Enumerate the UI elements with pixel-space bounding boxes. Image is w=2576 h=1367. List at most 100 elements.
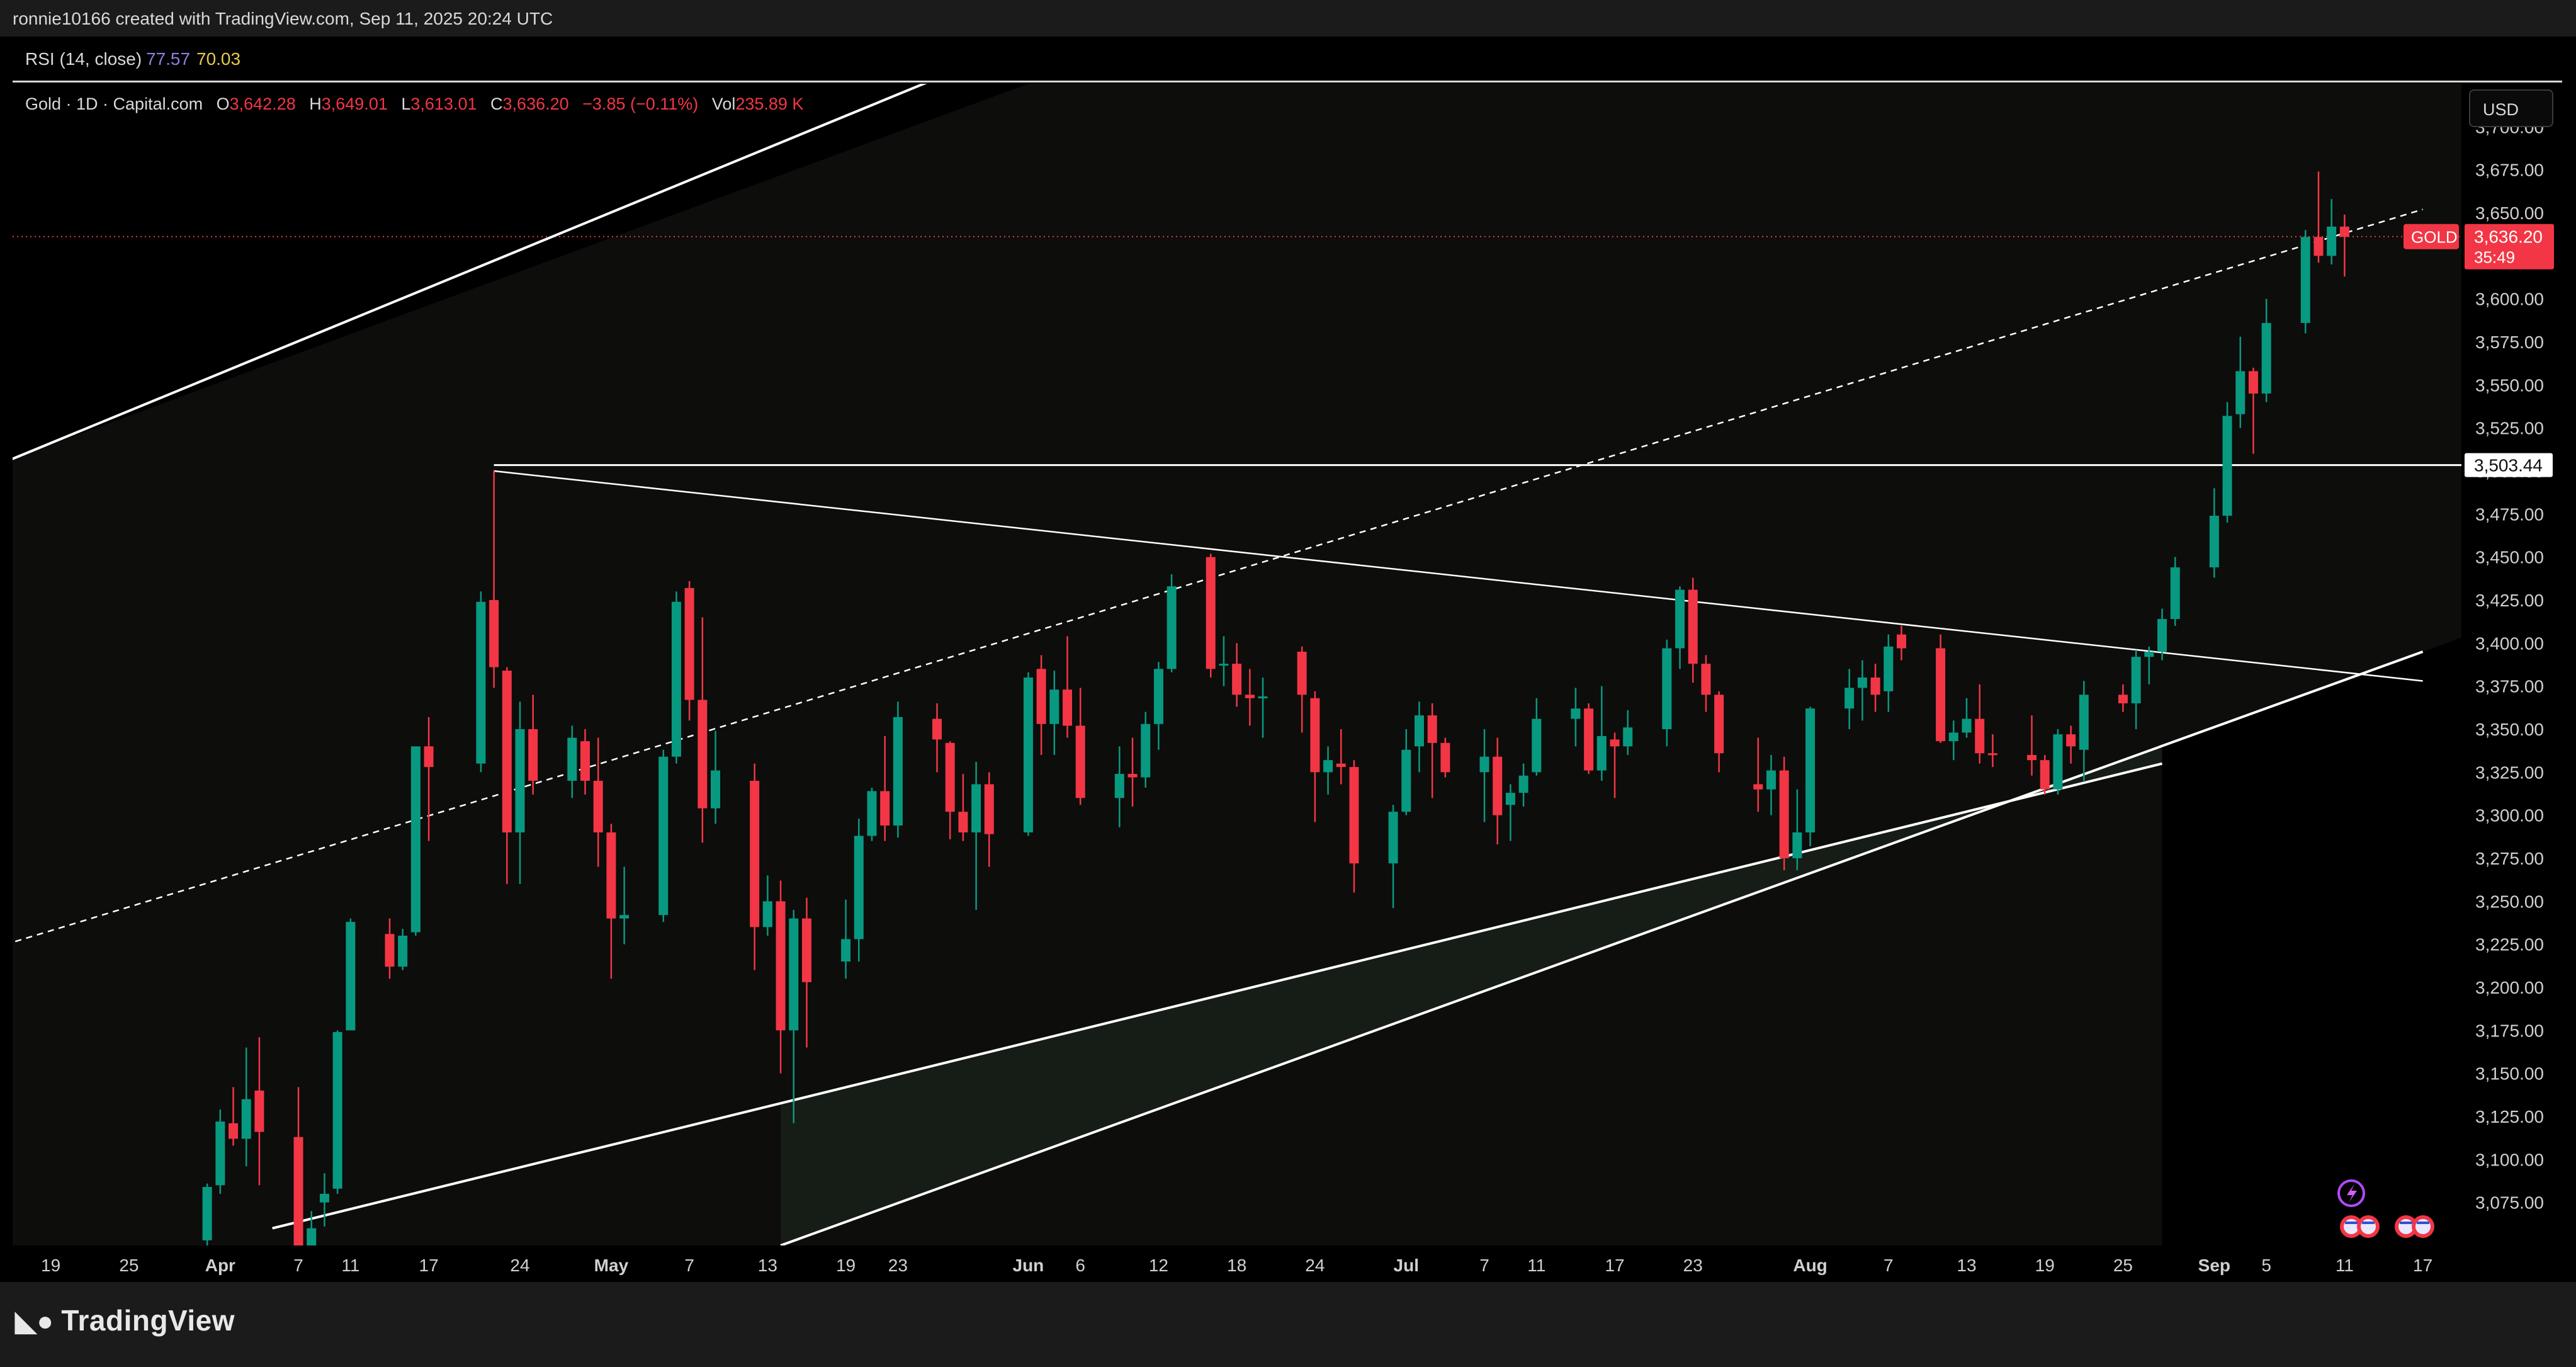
candle	[1936, 634, 1946, 743]
price-tick-label: 3,350.00	[2475, 720, 2544, 739]
open-label: O	[216, 94, 230, 113]
candle-body	[241, 1099, 251, 1139]
candle	[1427, 703, 1437, 798]
price-tick-label: 3,425.00	[2475, 591, 2544, 610]
us-flag-event-icon[interactable]	[2340, 1215, 2380, 1238]
candle-body	[202, 1187, 212, 1240]
candle	[801, 897, 811, 1048]
symbol-tag: GOLD	[2411, 228, 2458, 247]
channel-shading-lower	[2162, 637, 2461, 1245]
candle	[1141, 712, 1151, 788]
candle	[1584, 703, 1594, 774]
candle-body	[410, 746, 421, 933]
candle-body	[2157, 619, 2167, 652]
candle-body	[762, 901, 772, 927]
candle-body	[1479, 756, 1489, 773]
candle	[1493, 737, 1503, 845]
change-value: −3.85 (−0.11%)	[582, 94, 699, 113]
us-flag-event-icon[interactable]	[2395, 1215, 2434, 1238]
candle-body	[1427, 715, 1437, 743]
drawing-tools[interactable]	[0, 41, 2461, 1245]
candle	[1753, 737, 1763, 812]
time-tick-label: 12	[1149, 1256, 1168, 1275]
brand-name: TradingView	[61, 1304, 235, 1337]
candle-body	[332, 1032, 342, 1189]
currency-selector[interactable]: USD	[2469, 89, 2553, 127]
close-label: C	[490, 94, 503, 113]
tradingview-brand[interactable]: ◣● TradingView	[15, 1303, 235, 1337]
candle-body	[1232, 664, 1242, 695]
candle	[867, 787, 877, 841]
candle	[1063, 636, 1073, 738]
time-tick-label: 24	[510, 1256, 529, 1275]
candle	[854, 819, 864, 961]
candle	[1844, 669, 1855, 729]
lightning-event-icon[interactable]	[2337, 1179, 2365, 1207]
candle-body	[1766, 770, 1776, 790]
candle-body	[346, 922, 356, 1031]
candle	[202, 1183, 212, 1245]
candle	[489, 471, 499, 688]
candle	[619, 866, 630, 944]
candle-body	[2209, 516, 2219, 568]
candle-body	[2118, 695, 2128, 703]
price-tick-label: 3,550.00	[2475, 375, 2544, 395]
pane-separator[interactable]	[13, 81, 2562, 82]
price-axis[interactable]: 3,075.00 3,100.00 3,125.00 3,150.00 3,175.00…	[2404, 84, 2576, 1245]
price-chart[interactable]: 3,075.00 3,100.00 3,125.00 3,150.00 3,175.00…	[0, 0, 2576, 1285]
candle-body	[1753, 784, 1763, 790]
time-tick-label: 17	[2413, 1256, 2432, 1275]
candle	[398, 929, 408, 970]
candle	[684, 581, 694, 721]
time-tick-label: 13	[758, 1256, 777, 1275]
candle-body	[1401, 749, 1411, 812]
candle	[319, 1173, 329, 1227]
candle-body	[893, 717, 903, 826]
candle	[1987, 734, 1997, 768]
candle	[1114, 746, 1124, 827]
event-markers[interactable]	[2337, 1179, 2434, 1238]
candle-body	[2170, 567, 2180, 620]
price-tick-label: 3,475.00	[2475, 504, 2544, 524]
candle-body	[2222, 416, 2232, 516]
rsi-value: 77.57	[146, 49, 191, 69]
candle	[658, 749, 669, 922]
candle-body	[1714, 695, 1724, 754]
symbol-legend[interactable]: Gold · 1D · Capital.com O3,642.28 H3,649…	[25, 94, 803, 114]
candle	[1610, 732, 1620, 798]
candle	[1349, 760, 1359, 893]
time-axis[interactable]: 19 25 Apr 7 11 17 24 May 7 13 19 23 Jun 6 12 18 24 Jul 7 11…	[13, 1245, 2461, 1282]
candle-body	[1049, 689, 1059, 724]
candle	[1075, 688, 1085, 805]
candle-body	[2053, 734, 2063, 790]
candle	[2066, 725, 2076, 764]
candle	[1701, 655, 1711, 712]
candle-body	[658, 756, 669, 916]
candle-body	[2248, 371, 2258, 394]
candle	[1518, 763, 1528, 807]
candle	[880, 735, 890, 841]
candle	[1662, 639, 1672, 747]
candle-body	[1127, 774, 1138, 778]
candle	[1336, 729, 1346, 785]
candle	[1401, 729, 1411, 815]
price-tick-label: 3,525.00	[2475, 419, 2544, 438]
candle	[1505, 784, 1515, 841]
candle-body	[776, 901, 786, 1031]
candles[interactable]	[202, 171, 2349, 1285]
time-tick-label: 11	[1527, 1256, 1545, 1275]
symbol-name[interactable]: Gold · 1D · Capital.com	[25, 94, 203, 113]
candle	[476, 591, 486, 773]
candle-body	[567, 737, 577, 781]
candle	[1948, 720, 1958, 761]
candle-body	[1805, 708, 1816, 832]
candle-body	[2079, 695, 2089, 750]
candle-body	[1688, 589, 1698, 664]
rsi-signal-value: 70.03	[196, 49, 241, 69]
candle	[346, 918, 356, 1031]
time-tick-label: 19	[2035, 1256, 2055, 1275]
close-value: 3,636.20	[502, 94, 569, 113]
candle-body	[1948, 732, 1958, 742]
rsi-label[interactable]: RSI (14, close)	[25, 49, 142, 69]
candle-body	[229, 1123, 239, 1139]
